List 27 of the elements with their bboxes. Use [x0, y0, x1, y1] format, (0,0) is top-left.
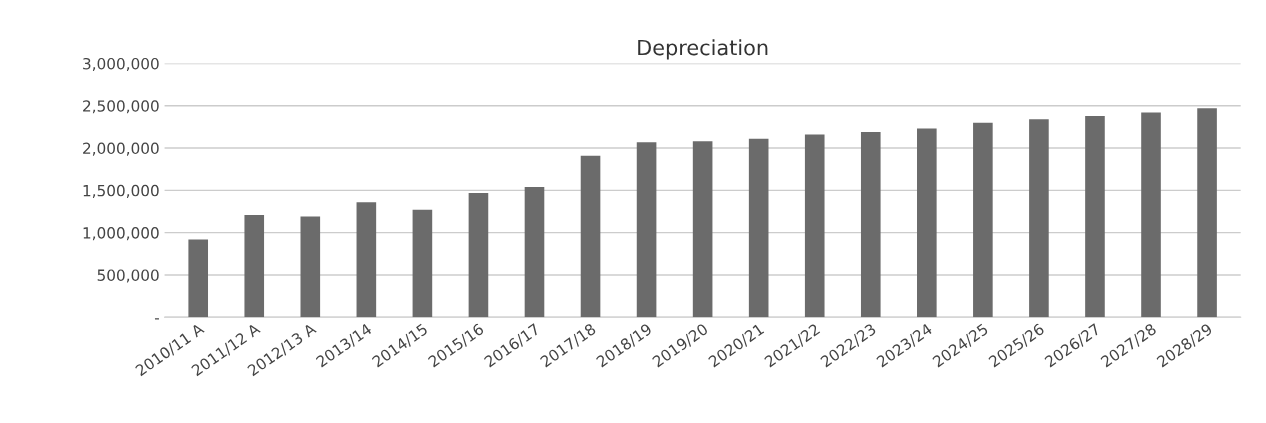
- y-tick-label: 1,500,000: [83, 184, 159, 198]
- bar: [973, 122, 993, 318]
- y-tick-label: 3,000,000: [83, 57, 159, 72]
- bar: [580, 155, 601, 318]
- bar: [692, 141, 713, 318]
- bar: [300, 216, 321, 318]
- bar: [244, 214, 265, 318]
- bar: [804, 134, 825, 318]
- bar: [412, 209, 433, 318]
- bar: [1029, 119, 1049, 318]
- bar: [860, 131, 881, 318]
- bar: [917, 128, 937, 318]
- bar: [1197, 108, 1217, 318]
- y-tick-label: 2,000,000: [83, 142, 159, 156]
- y-tick-label: 1,000,000: [83, 227, 159, 241]
- bar: [188, 239, 209, 318]
- y-tick-label: 2,500,000: [83, 100, 159, 114]
- bar: [1085, 115, 1105, 318]
- bar: [524, 186, 545, 318]
- y-tick-label: 500,000: [97, 269, 159, 283]
- chart-title: Depreciation: [638, 39, 768, 60]
- bar: [1141, 112, 1161, 318]
- y-tick-label: -: [154, 318, 159, 320]
- bar: [748, 138, 769, 318]
- bar: [356, 202, 377, 318]
- bar: [468, 192, 489, 318]
- bar: [636, 142, 657, 318]
